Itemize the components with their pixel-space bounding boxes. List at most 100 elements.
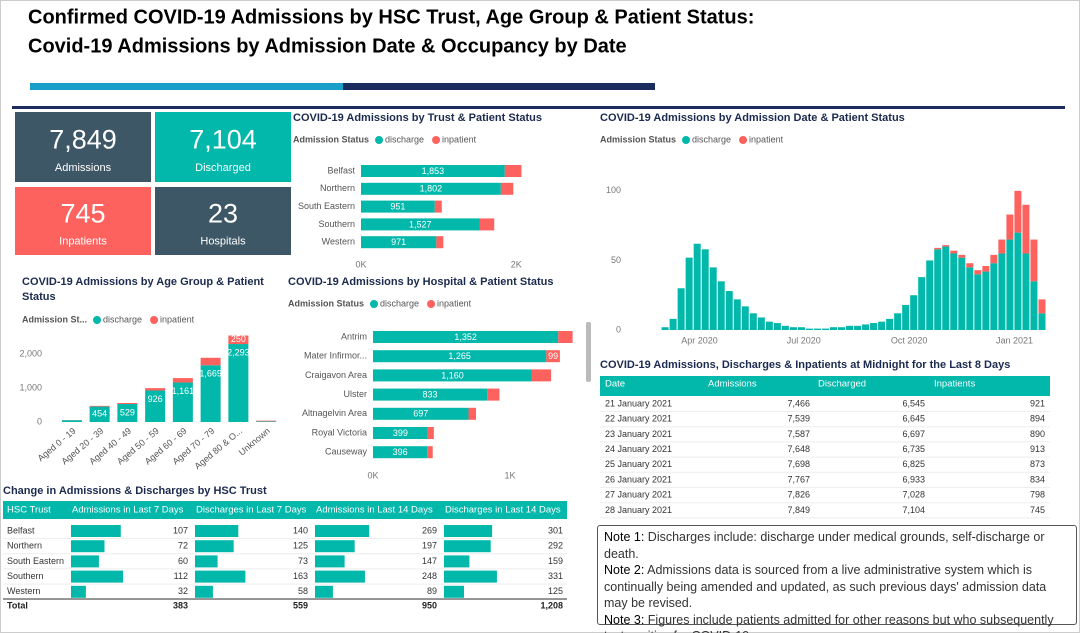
bar	[765, 321, 773, 330]
table-cell: 6,933	[902, 474, 925, 484]
bar	[757, 317, 765, 330]
legend-marker	[682, 136, 691, 144]
bar	[910, 295, 918, 330]
category-label: Aged 80 & O...	[193, 426, 245, 472]
table-cell: 159	[548, 556, 563, 566]
bar	[974, 270, 982, 275]
table-cell: 7,698	[787, 459, 810, 469]
table-total: Total	[7, 600, 28, 610]
bar	[145, 390, 166, 422]
bar	[1022, 253, 1030, 330]
table-cell: 7,587	[787, 429, 810, 439]
table-cell: 60	[178, 556, 188, 566]
table-header	[600, 376, 1050, 396]
page-title: Covid-19 Admissions by Admission Date & …	[28, 35, 627, 57]
bar	[558, 331, 573, 343]
category-label: Southern	[318, 219, 355, 229]
data-label: 1,352	[454, 332, 477, 342]
table-cell: 331	[548, 571, 563, 581]
legend-marker	[93, 316, 102, 324]
kpi-label: Hospitals	[200, 235, 246, 247]
table-cell: 6,825	[902, 459, 925, 469]
table-cell: 301	[548, 525, 563, 535]
kpi-card	[155, 187, 291, 255]
data-label: 99	[548, 351, 558, 361]
divider	[12, 106, 1065, 109]
table-cell: 89	[427, 586, 437, 596]
data-bar	[71, 570, 124, 583]
x-tick-label: 0K	[367, 470, 378, 480]
bar	[821, 328, 829, 330]
category-label: Ulster	[343, 389, 367, 399]
data-bar	[71, 540, 105, 553]
data-label: 1,669	[199, 369, 222, 379]
bar	[926, 260, 934, 330]
bar	[1014, 232, 1022, 330]
bar	[373, 446, 428, 459]
table-cell: 7,539	[787, 414, 810, 424]
x-tick-label: Oct 2020	[891, 335, 928, 345]
table-cell: 7,648	[787, 444, 810, 454]
bar	[870, 323, 878, 330]
table-cell: 73	[298, 556, 308, 566]
table-cell: 7,104	[902, 505, 925, 515]
table-cell: 6,735	[902, 444, 925, 454]
category-label: Belfast	[327, 165, 355, 175]
bar	[805, 328, 813, 330]
bar	[1006, 214, 1014, 240]
bar	[1038, 299, 1046, 314]
bar	[373, 407, 469, 420]
category-label: Unknown	[237, 426, 272, 458]
legend-label: inpatient	[160, 314, 195, 324]
data-label: 1,527	[409, 219, 432, 229]
data-bar	[444, 555, 470, 568]
bar	[878, 321, 886, 330]
data-bar	[315, 555, 345, 568]
scrollbar[interactable]	[586, 322, 591, 382]
bar	[228, 344, 249, 422]
bar	[487, 388, 500, 401]
table-cell: 873	[1030, 459, 1045, 469]
bar	[1022, 204, 1030, 254]
table-cell: 125	[293, 541, 308, 551]
note-text: Discharges include: discharge under medi…	[604, 530, 1045, 561]
y-tick-label: 1,000	[19, 382, 42, 392]
table-cell: 112	[174, 571, 188, 581]
bar	[1030, 281, 1038, 330]
column-header: HSC Trust	[7, 505, 51, 516]
legend-title: Admission Status	[288, 298, 364, 308]
bar	[373, 331, 559, 343]
column-header: Admissions in Last 7 Days	[72, 505, 184, 516]
data-label: 833	[423, 389, 438, 399]
data-bar	[444, 525, 493, 537]
bar	[918, 277, 926, 330]
data-bar	[444, 540, 491, 553]
data-bar	[71, 585, 86, 598]
data-label: 250	[231, 334, 246, 344]
bar	[717, 281, 725, 330]
legend-label: discharge	[385, 134, 424, 144]
kpi-value: 7,849	[49, 125, 117, 155]
bar	[813, 328, 821, 330]
table-cell: Western	[7, 586, 40, 596]
legend-marker	[739, 136, 748, 144]
data-label: 396	[393, 447, 408, 457]
table-total: 1,208	[540, 600, 563, 610]
table-cell: 6,697	[902, 429, 925, 439]
bar	[1014, 190, 1022, 233]
note-text: Admissions data is sourced from a live a…	[604, 563, 1047, 610]
bar	[172, 382, 193, 422]
bar	[200, 357, 221, 366]
bar	[256, 421, 277, 422]
bar	[725, 291, 733, 330]
legend-title: Admission Status	[293, 134, 369, 144]
accent-bar	[343, 83, 655, 90]
y-tick-label: 0	[616, 324, 621, 334]
y-tick-label: 100	[606, 185, 621, 195]
table-title: Change in Admissions & Discharges by HSC…	[3, 485, 267, 497]
table-title: COVID-19 Admissions, Discharges & Inpati…	[600, 359, 1010, 371]
bar	[733, 299, 741, 330]
bar	[427, 427, 434, 439]
bar	[998, 239, 1006, 254]
bar	[1038, 313, 1046, 330]
